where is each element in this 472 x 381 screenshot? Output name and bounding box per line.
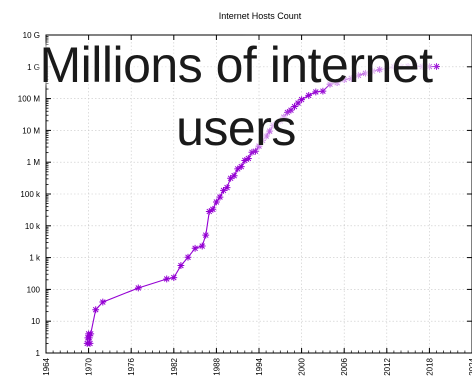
data-point bbox=[213, 198, 220, 206]
y-tick-label: 10 bbox=[31, 317, 40, 326]
data-point bbox=[92, 306, 100, 314]
data-point bbox=[216, 193, 224, 201]
data-point bbox=[170, 274, 178, 281]
y-tick-label: 1 G bbox=[27, 63, 40, 72]
data-point bbox=[376, 66, 384, 73]
data-point bbox=[305, 92, 313, 99]
x-tick-label: 2006 bbox=[340, 357, 349, 375]
x-tick-label: 2000 bbox=[298, 357, 307, 375]
x-tick-label: 1964 bbox=[42, 357, 51, 375]
data-point bbox=[227, 174, 234, 182]
y-tick-label: 10 k bbox=[25, 222, 41, 231]
data-point bbox=[284, 109, 291, 116]
data-point bbox=[191, 244, 199, 252]
data-point bbox=[390, 63, 398, 71]
data-point bbox=[291, 103, 298, 110]
data-point bbox=[369, 67, 376, 75]
x-tick-label: 2024 bbox=[468, 357, 472, 375]
x-tick-label: 2012 bbox=[383, 357, 392, 375]
y-tick-label: 1 bbox=[36, 349, 41, 358]
data-point bbox=[312, 88, 320, 96]
series-line bbox=[86, 65, 437, 344]
data-point bbox=[280, 113, 288, 121]
data-point bbox=[134, 284, 142, 292]
data-point bbox=[340, 76, 348, 84]
chart-title: Internet Hosts Count bbox=[219, 11, 302, 21]
data-point bbox=[273, 119, 281, 127]
data-point bbox=[255, 142, 263, 150]
data-point bbox=[262, 132, 270, 140]
data-point bbox=[234, 165, 242, 173]
data-point bbox=[99, 298, 107, 306]
y-tick-label: 1 M bbox=[27, 158, 41, 167]
data-point bbox=[205, 208, 213, 215]
data-point bbox=[85, 334, 93, 342]
data-point bbox=[237, 163, 245, 171]
data-point bbox=[411, 62, 419, 70]
data-point bbox=[355, 71, 362, 79]
data-point bbox=[230, 172, 238, 180]
y-tick-label: 100 bbox=[27, 285, 41, 294]
data-point bbox=[287, 106, 295, 114]
data-point bbox=[404, 62, 412, 70]
x-tick-label: 1982 bbox=[170, 357, 179, 375]
x-tick-label: 1988 bbox=[212, 357, 221, 375]
data-point bbox=[87, 330, 95, 338]
data-point bbox=[397, 63, 405, 71]
data-point bbox=[362, 69, 369, 77]
data-point bbox=[298, 96, 305, 103]
data-point bbox=[202, 231, 210, 239]
data-point bbox=[433, 63, 440, 70]
data-point bbox=[269, 122, 277, 129]
y-tick-label: 100 k bbox=[20, 190, 41, 199]
data-point bbox=[426, 63, 433, 70]
data-point bbox=[244, 155, 252, 162]
y-tick-label: 10 M bbox=[22, 126, 40, 135]
data-point bbox=[220, 186, 227, 194]
data-point bbox=[326, 80, 334, 88]
data-point bbox=[319, 87, 327, 95]
data-point bbox=[252, 147, 259, 155]
data-point bbox=[177, 262, 185, 269]
x-tick-label: 2018 bbox=[425, 357, 434, 375]
y-tick-label: 100 M bbox=[18, 95, 41, 104]
x-tick-label: 1970 bbox=[85, 357, 94, 375]
data-point bbox=[266, 127, 274, 135]
data-point bbox=[223, 184, 231, 191]
data-point bbox=[248, 148, 256, 156]
data-point bbox=[259, 136, 266, 144]
data-point bbox=[86, 340, 94, 347]
y-tick-label: 10 G bbox=[23, 31, 40, 40]
x-tick-label: 1994 bbox=[255, 357, 264, 375]
data-point bbox=[163, 275, 171, 283]
data-point bbox=[383, 65, 391, 72]
x-tick-label: 1976 bbox=[127, 357, 136, 375]
data-point bbox=[241, 157, 249, 164]
data-point bbox=[184, 253, 192, 261]
data-point bbox=[198, 242, 206, 250]
data-point bbox=[347, 74, 355, 82]
y-tick-label: 1 k bbox=[29, 254, 41, 263]
data-point bbox=[294, 99, 302, 107]
data-point bbox=[333, 79, 341, 87]
data-point bbox=[209, 205, 217, 213]
data-point bbox=[418, 63, 426, 70]
data-point bbox=[276, 117, 284, 125]
